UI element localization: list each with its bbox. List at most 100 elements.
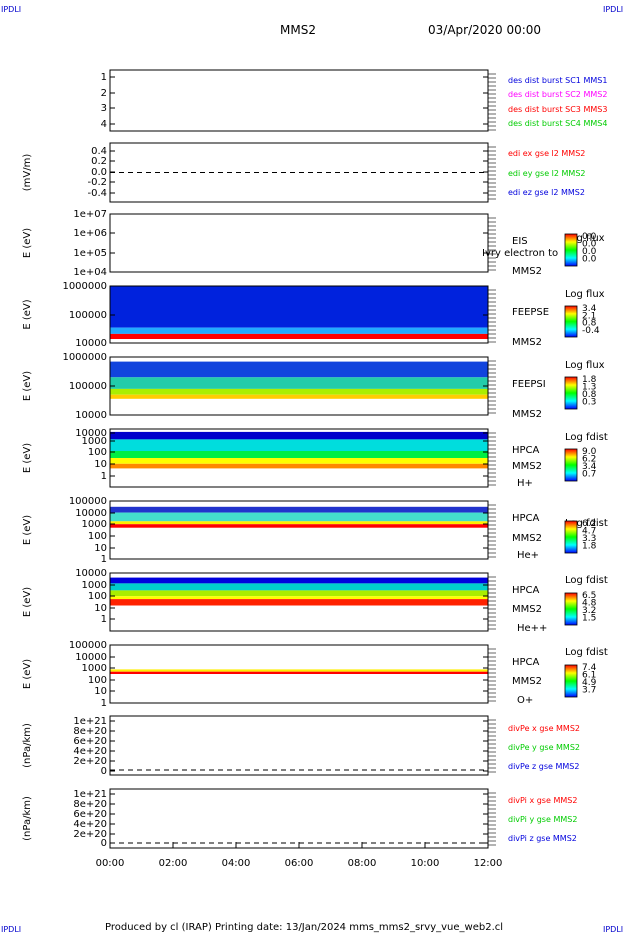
colorbar-tick-label: 0.3 <box>582 398 596 408</box>
y-axis-label: (mV/m) <box>22 154 33 192</box>
y-tick-label: 100 <box>88 447 107 458</box>
panel-feeps-e: 1000000 100000 10000 E (eV) FEEPSE MMS2 Log fl… <box>22 281 605 349</box>
y-axis-label: E (eV) <box>22 299 33 329</box>
y-tick-label: 4 <box>101 119 107 130</box>
y-tick-label: 100 <box>88 675 107 686</box>
colorbar-tick-label: 3.4 <box>582 304 597 314</box>
instrument-label: MMS2 <box>512 604 542 615</box>
y-tick-label: 2e+20 <box>73 829 107 840</box>
legend-entry: edi ex gse l2 MMS2 <box>508 149 585 158</box>
colorbar-title: Log fdist <box>565 432 608 443</box>
y-tick-label: 1 <box>101 72 107 83</box>
y-tick-label: -0.2 <box>87 177 107 188</box>
panel-frame <box>109 428 489 488</box>
y-tick-label: 1e+21 <box>73 789 107 800</box>
colorbar-tick-label: 1.8 <box>582 542 597 552</box>
y-tick-label: 1 <box>101 471 107 482</box>
panel-frame <box>109 572 489 632</box>
x-tick-label: 00:00 <box>96 858 125 869</box>
colorbar-tick-label: 9.0 <box>582 447 597 457</box>
spectrogram-band <box>110 583 488 591</box>
y-tick-label: 2 <box>101 88 107 99</box>
colorbar-title: Log flux <box>565 233 605 244</box>
y-tick-label: 1000 <box>82 436 107 447</box>
x-tick-label: 06:00 <box>285 858 314 869</box>
y-tick-label: 0.0 <box>91 167 107 178</box>
spectrogram-band <box>110 451 488 458</box>
colorbar-tick-label: -0.4 <box>582 326 600 336</box>
colorbar <box>564 376 578 410</box>
y-tick-label: 8e+20 <box>73 726 107 737</box>
y-tick-label: 3 <box>101 103 107 114</box>
spectrogram-band <box>110 577 488 584</box>
y-tick-label: 1 <box>101 614 107 625</box>
y-tick-label: -0.4 <box>87 188 107 199</box>
y-tick-label: 4e+20 <box>73 819 107 830</box>
x-tick-label: 10:00 <box>411 858 440 869</box>
y-tick-label: 6e+20 <box>73 809 107 820</box>
spectrogram-band <box>110 669 488 672</box>
legend-entry: edi ez gse l2 MMS2 <box>508 188 585 197</box>
legend-entry: divPi y gse MMS2 <box>508 815 577 824</box>
instrument-label: MMS2 <box>512 533 542 544</box>
y-axis-label: (nPa/km) <box>22 723 33 768</box>
spectrogram-band <box>110 439 488 451</box>
colorbar <box>564 664 578 698</box>
legend-entry: des dist burst SC2 MMS2 <box>508 90 607 99</box>
spectrogram-band <box>110 458 488 464</box>
y-axis-label: E (eV) <box>22 515 33 545</box>
y-tick-label: 1e+04 <box>73 267 107 278</box>
x-tick-label: 12:00 <box>474 858 503 869</box>
colorbar-tick-label: 1.3 <box>582 383 596 393</box>
colorbar-title: Log flux <box>565 289 605 300</box>
legend-entry: divPe y gse MMS2 <box>508 743 580 752</box>
colorbar-tick-label: 0.7 <box>582 470 596 480</box>
y-tick-label: 100 <box>88 591 107 602</box>
colorbar-tick-label: 0.0 <box>582 255 597 265</box>
x-tick-label: 02:00 <box>159 858 188 869</box>
colorbar <box>564 305 578 338</box>
instrument-label: He+ <box>517 550 539 561</box>
panel-frame <box>109 644 489 704</box>
spectrogram-band <box>110 388 488 395</box>
corner-label-bl: IPDLI <box>1 925 21 934</box>
y-tick-label: 1000 <box>82 519 107 530</box>
y-tick-label: 10000 <box>75 568 107 579</box>
colorbar-title: Log fdist <box>565 518 608 529</box>
spectrogram-band <box>110 590 488 597</box>
y-tick-label: 10000 <box>75 338 107 349</box>
header-date: 03/Apr/2020 00:00 <box>428 23 541 37</box>
y-tick-label: 100 <box>88 531 107 542</box>
footer-text: Produced by cl (IRAP) Printing date: 13/… <box>105 922 503 933</box>
instrument-label: FEEPSE <box>512 307 549 318</box>
instrument-label: He++ <box>517 623 547 634</box>
spectrogram-band <box>110 327 488 334</box>
y-axis-label: E (eV) <box>22 228 33 258</box>
colorbar-tick-label: 0.0 <box>582 240 597 250</box>
time-axis: 00:00 02:00 04:00 06:00 08:00 10:00 12:00 <box>96 842 503 869</box>
panel-edi-e: 0.40.20.0-0.2-0.4 (mV/m) edi ex gse l2 MMS… <box>22 142 586 203</box>
y-tick-label: 1 <box>101 698 107 709</box>
legend-entry: edi ey gse l2 MMS2 <box>508 169 586 178</box>
spectrogram-band <box>110 506 488 513</box>
colorbar-tick-label: 3.7 <box>582 686 596 696</box>
y-axis-label: (nPa/km) <box>22 796 33 841</box>
x-tick-label: 08:00 <box>348 858 377 869</box>
spectrogram-band <box>110 512 488 522</box>
spectrogram-band <box>110 596 488 600</box>
instrument-label: MMS2 <box>512 266 542 277</box>
colorbar-tick-label: 6.2 <box>582 519 596 529</box>
y-tick-label: 100000 <box>69 310 107 321</box>
y-tick-label: 10000 <box>75 410 107 421</box>
legend-entry: divPe z gse MMS2 <box>508 762 579 771</box>
colorbar <box>564 520 578 554</box>
y-tick-label: 1000000 <box>62 352 107 363</box>
panel-des-dist-burst: 1 2 3 4 des dist burst SC1 MMS1 des dist burs… <box>101 69 607 132</box>
corner-label-tr: IPDLI <box>603 5 623 14</box>
panel-stack: 1 2 3 4 des dist burst SC1 MMS1 des dist burs… <box>22 69 608 849</box>
y-tick-label: 1e+21 <box>73 716 107 727</box>
colorbar-tick-label: 0.8 <box>582 390 597 400</box>
panel-feeps-i: 1000000 100000 10000 E (eV) FEEPSI MMS2 Log fl… <box>22 352 605 421</box>
y-tick-label: 10 <box>94 543 107 554</box>
